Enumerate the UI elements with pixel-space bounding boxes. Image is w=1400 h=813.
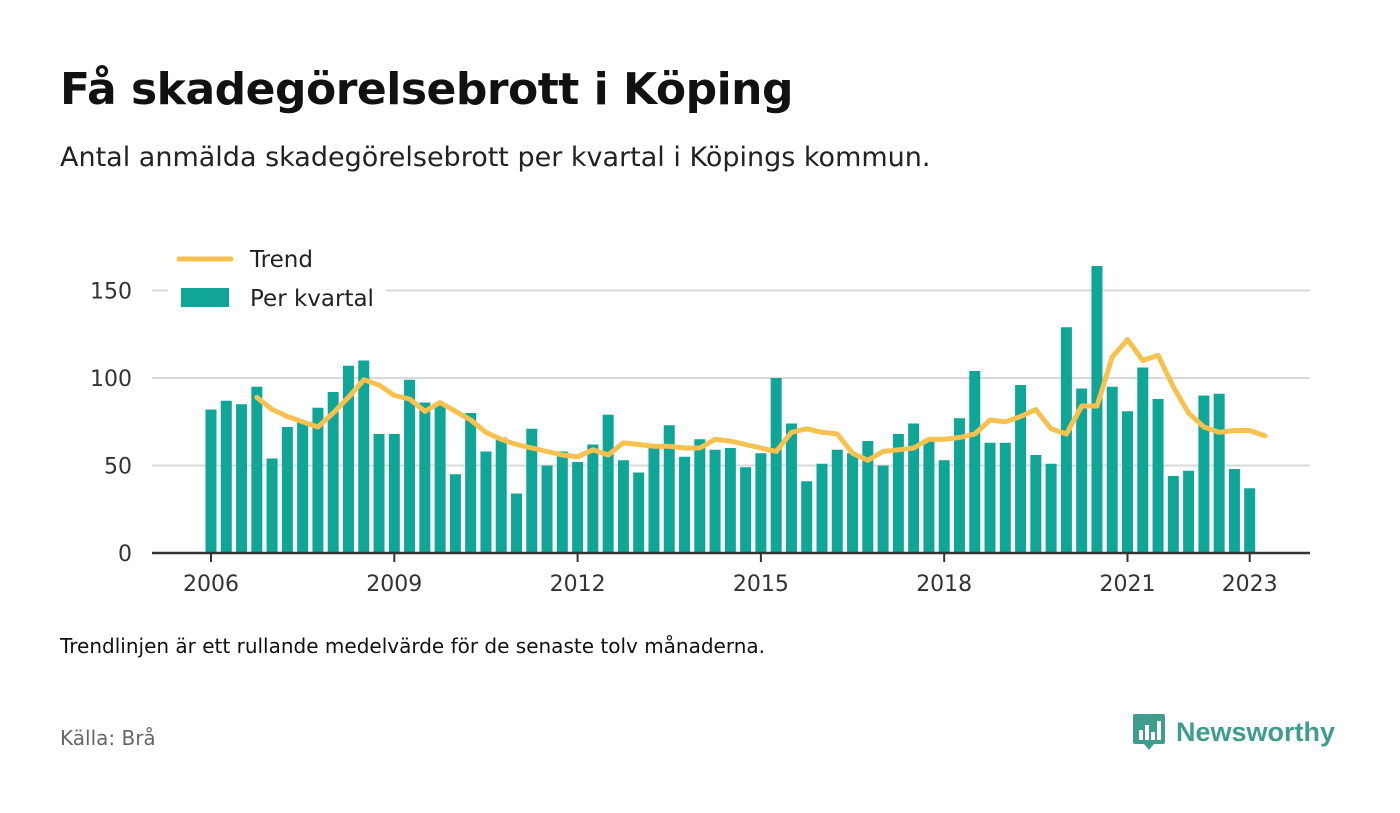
trend-note: Trendlinjen är ett rullande medelvärde f… <box>60 634 766 658</box>
axes: 0 50 100 150 2006 2009 2012 2015 2018 2021 2023 <box>90 280 1310 597</box>
bar <box>587 444 599 553</box>
bar <box>480 451 492 553</box>
bar <box>694 439 706 553</box>
bar <box>938 460 950 553</box>
bar <box>297 421 309 553</box>
chart: 0 50 100 150 2006 2009 2012 2015 2018 2021 2023 Tr… <box>90 238 1310 597</box>
bar <box>511 493 522 553</box>
bar <box>1183 470 1195 553</box>
y-tick-label: 0 <box>118 542 132 567</box>
bar <box>1045 463 1057 553</box>
bar <box>709 449 721 553</box>
bar <box>205 409 217 553</box>
x-tick-label: 2015 <box>733 572 789 597</box>
bar <box>526 428 538 553</box>
bar <box>923 439 935 553</box>
bar <box>388 434 400 553</box>
bar <box>1076 388 1088 553</box>
bar <box>969 371 981 553</box>
bar <box>785 423 797 553</box>
bar <box>663 425 675 553</box>
x-tick-label: 2018 <box>916 572 972 597</box>
bar <box>251 386 263 553</box>
y-tick-label: 150 <box>90 280 132 305</box>
bar <box>373 434 385 553</box>
x-tick-label: 2021 <box>1100 572 1156 597</box>
bar-series <box>205 266 1256 553</box>
bar <box>358 360 370 553</box>
bar <box>1198 395 1210 553</box>
bar <box>602 414 614 553</box>
bar <box>755 453 767 553</box>
bar <box>312 407 324 553</box>
legend-label: Trend <box>249 247 313 273</box>
bar <box>1213 393 1225 553</box>
bar <box>648 448 660 553</box>
source-label: Källa: Brå <box>60 726 156 750</box>
bar <box>816 463 828 553</box>
bar <box>984 442 996 553</box>
bar <box>281 427 293 553</box>
bar <box>617 460 629 553</box>
bar <box>831 449 843 553</box>
bar <box>740 467 752 553</box>
trend-line <box>254 337 1268 463</box>
bar <box>1015 385 1027 553</box>
bar <box>495 437 507 553</box>
bar <box>1091 266 1103 553</box>
bar <box>908 423 920 553</box>
bar <box>1122 411 1133 553</box>
bar <box>892 434 904 553</box>
y-tick-label: 50 <box>104 455 132 480</box>
bar <box>342 365 354 553</box>
bar <box>1167 476 1179 553</box>
bar <box>1060 327 1072 553</box>
bar <box>724 448 736 553</box>
x-tick-label: 2006 <box>183 572 239 597</box>
chart-title: Få skadegörelsebrott i Köping <box>60 64 794 115</box>
bar <box>236 404 248 553</box>
bar <box>770 378 782 553</box>
bar <box>633 472 645 553</box>
bar <box>419 402 431 553</box>
brand-logo[interactable]: Newsworthy <box>1132 712 1335 752</box>
bar <box>1030 455 1042 553</box>
bar <box>266 458 278 553</box>
bar <box>847 453 859 553</box>
trend-series <box>254 337 1268 463</box>
brand-name: Newsworthy <box>1176 716 1336 747</box>
legend: Trend Per kvartal <box>168 238 386 318</box>
x-tick-label: 2023 <box>1222 572 1278 597</box>
x-tick-label: 2009 <box>366 572 422 597</box>
bar <box>953 418 965 553</box>
bar <box>541 465 553 553</box>
bar <box>220 400 232 553</box>
bar <box>1137 367 1149 553</box>
bar <box>327 392 339 553</box>
bar <box>999 442 1011 553</box>
bar <box>877 465 889 553</box>
chart-subtitle: Antal anmälda skadegörelsebrott per kvar… <box>60 142 931 173</box>
bar <box>404 379 416 553</box>
bar <box>1244 488 1256 553</box>
bar <box>465 413 477 553</box>
bar <box>434 404 446 553</box>
bar-chart-speech-bubble-icon <box>1133 714 1165 750</box>
y-tick-label: 100 <box>90 367 132 392</box>
bar <box>1152 399 1164 553</box>
bar <box>449 474 461 553</box>
bar <box>862 441 874 553</box>
bar <box>1228 469 1240 553</box>
x-tick-label: 2012 <box>550 572 606 597</box>
legend-swatch-bars <box>181 288 229 307</box>
bar <box>572 462 584 553</box>
legend-label: Per kvartal <box>250 286 374 312</box>
bar <box>801 481 813 553</box>
bar <box>679 456 691 553</box>
bar <box>1106 386 1118 553</box>
bar <box>556 451 568 553</box>
